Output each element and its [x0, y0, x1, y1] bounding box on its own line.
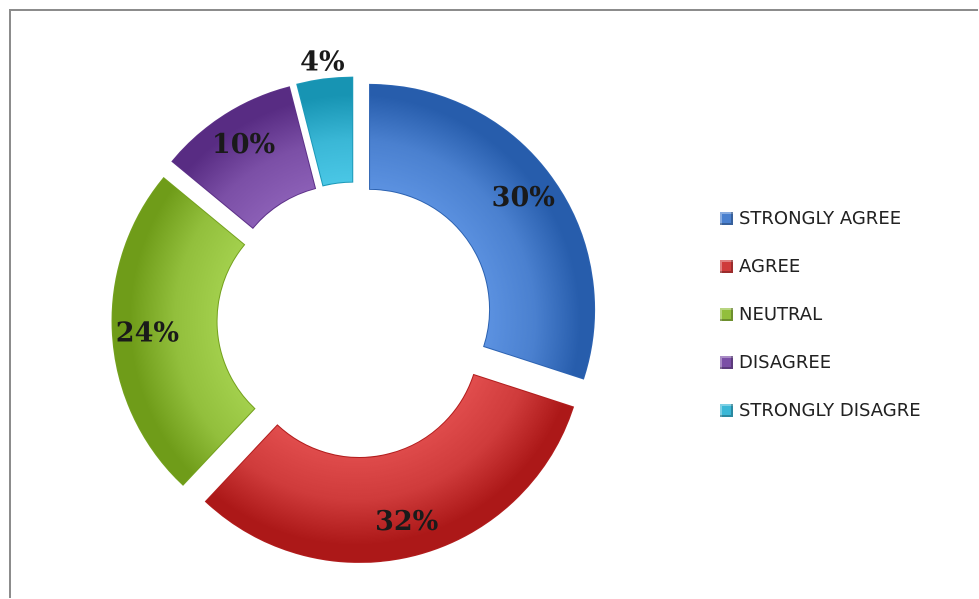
- legend-swatch: [720, 211, 733, 225]
- legend-item-agree: AGREE: [720, 242, 975, 290]
- slice-strongly-disagre: [296, 76, 354, 187]
- legend-item-disagree: DISAGREE: [720, 338, 975, 386]
- data-label-disagree: 10%: [212, 129, 275, 160]
- slice-disagree: [171, 86, 317, 230]
- legend-label: STRONGLY DISAGRE: [739, 399, 921, 421]
- legend-label: AGREE: [739, 255, 801, 277]
- legend-label: DISAGREE: [739, 351, 832, 373]
- legend-label: STRONGLY AGREE: [739, 207, 902, 229]
- legend-item-strongly-agree: STRONGLY AGREE: [720, 194, 975, 242]
- legend-swatch: [720, 403, 733, 417]
- chart-frame: [9, 9, 978, 598]
- slice-neutral: [111, 177, 256, 486]
- legend-swatch: [720, 259, 733, 273]
- data-label-agree: 32%: [375, 506, 438, 537]
- data-label-strongly-agree: 30%: [492, 182, 555, 213]
- slice-agree: [204, 373, 575, 563]
- data-label-strongly-disagre: 4%: [300, 47, 344, 78]
- legend-label: NEUTRAL: [739, 303, 823, 325]
- data-label-neutral: 24%: [116, 318, 179, 349]
- legend-item-neutral: NEUTRAL: [720, 290, 975, 338]
- legend-item-strongly-disagre: STRONGLY DISAGRE: [720, 386, 975, 434]
- legend-swatch: [720, 307, 733, 321]
- slice-strongly-agree: [369, 83, 596, 380]
- chart-legend: STRONGLY AGREE AGREE NEUTRAL DISAGREE STRONG…: [720, 194, 975, 434]
- legend-swatch: [720, 355, 733, 369]
